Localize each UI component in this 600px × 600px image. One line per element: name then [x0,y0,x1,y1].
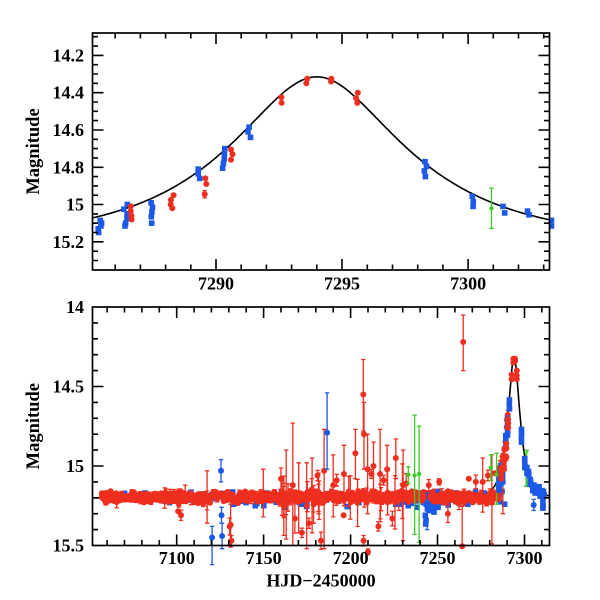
svg-text:14.4: 14.4 [53,83,85,103]
svg-text:7200: 7200 [333,548,369,568]
svg-text:15: 15 [66,456,84,476]
svg-text:7295: 7295 [324,274,360,294]
svg-text:7250: 7250 [420,548,456,568]
svg-text:HJD−2450000: HJD−2450000 [266,571,375,591]
svg-text:14: 14 [66,297,84,317]
svg-text:15.5: 15.5 [53,536,85,556]
svg-text:7290: 7290 [198,274,234,294]
svg-text:14.2: 14.2 [53,45,85,65]
svg-text:15.2: 15.2 [53,232,85,252]
svg-text:15: 15 [66,195,84,215]
svg-text:7300: 7300 [507,548,543,568]
svg-text:14.6: 14.6 [53,120,85,140]
svg-text:Magnitude: Magnitude [24,383,44,469]
svg-text:7150: 7150 [246,548,282,568]
svg-text:14.8: 14.8 [53,157,85,177]
svg-text:7100: 7100 [159,548,195,568]
svg-text:14.5: 14.5 [53,377,85,397]
svg-text:7300: 7300 [450,274,486,294]
svg-text:Magnitude: Magnitude [24,108,44,194]
